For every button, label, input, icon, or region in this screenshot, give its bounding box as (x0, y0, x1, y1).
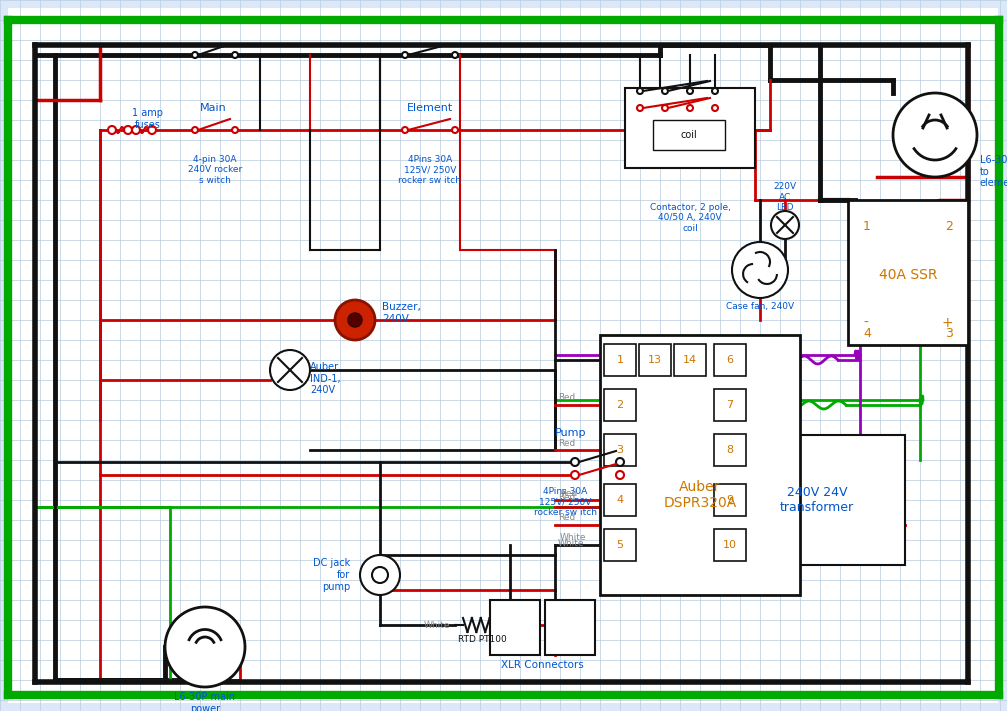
Text: Red: Red (558, 513, 575, 521)
Circle shape (402, 127, 408, 133)
Circle shape (662, 105, 668, 111)
Bar (714, 389, 746, 421)
Circle shape (637, 88, 643, 94)
Bar (625, 88, 755, 168)
Circle shape (571, 458, 579, 466)
Text: 2: 2 (616, 400, 623, 410)
Text: 3: 3 (946, 327, 953, 340)
Text: 4: 4 (863, 327, 871, 340)
Bar (714, 484, 746, 516)
Text: 5: 5 (616, 540, 623, 550)
Text: 6: 6 (726, 355, 733, 365)
Bar (600, 335, 800, 595)
Circle shape (402, 52, 408, 58)
Bar (848, 200, 968, 345)
Text: 14: 14 (683, 355, 697, 365)
Text: 3: 3 (616, 445, 623, 455)
Text: Element: Element (407, 103, 453, 113)
Text: L6-30P main
power: L6-30P main power (174, 692, 236, 711)
Text: coil: coil (681, 130, 698, 140)
Bar (714, 344, 746, 376)
Text: 9: 9 (726, 495, 733, 505)
Text: 220V
AC
LED: 220V AC LED (773, 182, 797, 212)
Text: -: - (863, 316, 868, 330)
Text: DC jack
for
pump: DC jack for pump (313, 558, 350, 592)
Text: 8: 8 (726, 445, 733, 455)
Circle shape (165, 607, 245, 687)
Text: L6-30R
to
element: L6-30R to element (980, 155, 1007, 188)
Circle shape (108, 126, 116, 134)
Text: Red: Red (560, 488, 577, 498)
Circle shape (616, 471, 624, 479)
Circle shape (232, 127, 238, 133)
Bar (545, 600, 595, 655)
Circle shape (732, 242, 788, 298)
Text: 10: 10 (723, 540, 737, 550)
Circle shape (192, 127, 198, 133)
Text: Red: Red (558, 439, 575, 447)
Text: 7: 7 (726, 400, 733, 410)
Bar (490, 600, 540, 655)
Circle shape (637, 105, 643, 111)
Text: Pump: Pump (555, 428, 586, 438)
Text: Case fan, 240V: Case fan, 240V (726, 302, 795, 311)
Text: 4Pins 30A
125V/ 250V
rocker sw itch: 4Pins 30A 125V/ 250V rocker sw itch (399, 155, 461, 185)
Text: White: White (558, 538, 584, 547)
Text: Buzzer,
240V: Buzzer, 240V (382, 302, 421, 324)
Bar (604, 389, 636, 421)
Text: Red: Red (558, 393, 575, 402)
Text: 4: 4 (616, 495, 623, 505)
Text: Contactor, 2 pole,
40/50 A, 240V
coil: Contactor, 2 pole, 40/50 A, 240V coil (650, 203, 730, 232)
Circle shape (771, 211, 799, 239)
Circle shape (616, 458, 624, 466)
Text: RTD PT100: RTD PT100 (457, 635, 507, 644)
Text: 2: 2 (946, 220, 953, 233)
Bar (653, 120, 725, 150)
Text: 1 amp
fuses: 1 amp fuses (133, 108, 163, 129)
Text: 13: 13 (648, 355, 662, 365)
Circle shape (124, 126, 132, 134)
Text: +: + (942, 316, 953, 330)
Circle shape (148, 126, 156, 134)
Bar (730, 435, 905, 565)
Text: 4-pin 30A
240V rocker
s witch: 4-pin 30A 240V rocker s witch (188, 155, 242, 185)
Circle shape (452, 52, 458, 58)
Circle shape (662, 88, 668, 94)
Bar (604, 484, 636, 516)
Circle shape (712, 105, 718, 111)
Text: 240V 24V
transformer: 240V 24V transformer (780, 486, 854, 514)
Circle shape (712, 88, 718, 94)
Circle shape (348, 313, 362, 327)
Circle shape (372, 567, 388, 583)
Circle shape (893, 93, 977, 177)
Circle shape (452, 127, 458, 133)
Text: White: White (560, 533, 586, 542)
Circle shape (687, 105, 693, 111)
Circle shape (132, 126, 140, 134)
Circle shape (335, 300, 375, 340)
Text: Red: Red (558, 493, 575, 503)
Circle shape (192, 52, 198, 58)
Text: Auber
IND-1,
240V: Auber IND-1, 240V (310, 362, 340, 395)
Text: 1: 1 (863, 220, 871, 233)
Circle shape (571, 471, 579, 479)
Text: XLR Connectors: XLR Connectors (500, 660, 583, 670)
Bar (714, 434, 746, 466)
Bar (604, 344, 636, 376)
Circle shape (270, 350, 310, 390)
Bar (639, 344, 671, 376)
Bar (604, 529, 636, 561)
Text: 1: 1 (616, 355, 623, 365)
Circle shape (232, 52, 238, 58)
Circle shape (359, 555, 400, 595)
Text: Auber
DSPR320A: Auber DSPR320A (664, 480, 737, 510)
Bar (714, 529, 746, 561)
Text: 40A SSR: 40A SSR (879, 268, 938, 282)
Circle shape (687, 88, 693, 94)
Bar (674, 344, 706, 376)
Text: White: White (424, 621, 450, 629)
Text: 4Pins 30A
125V/ 250V
rocker sw itch: 4Pins 30A 125V/ 250V rocker sw itch (534, 487, 596, 517)
Bar (604, 434, 636, 466)
Text: Main: Main (200, 103, 227, 113)
